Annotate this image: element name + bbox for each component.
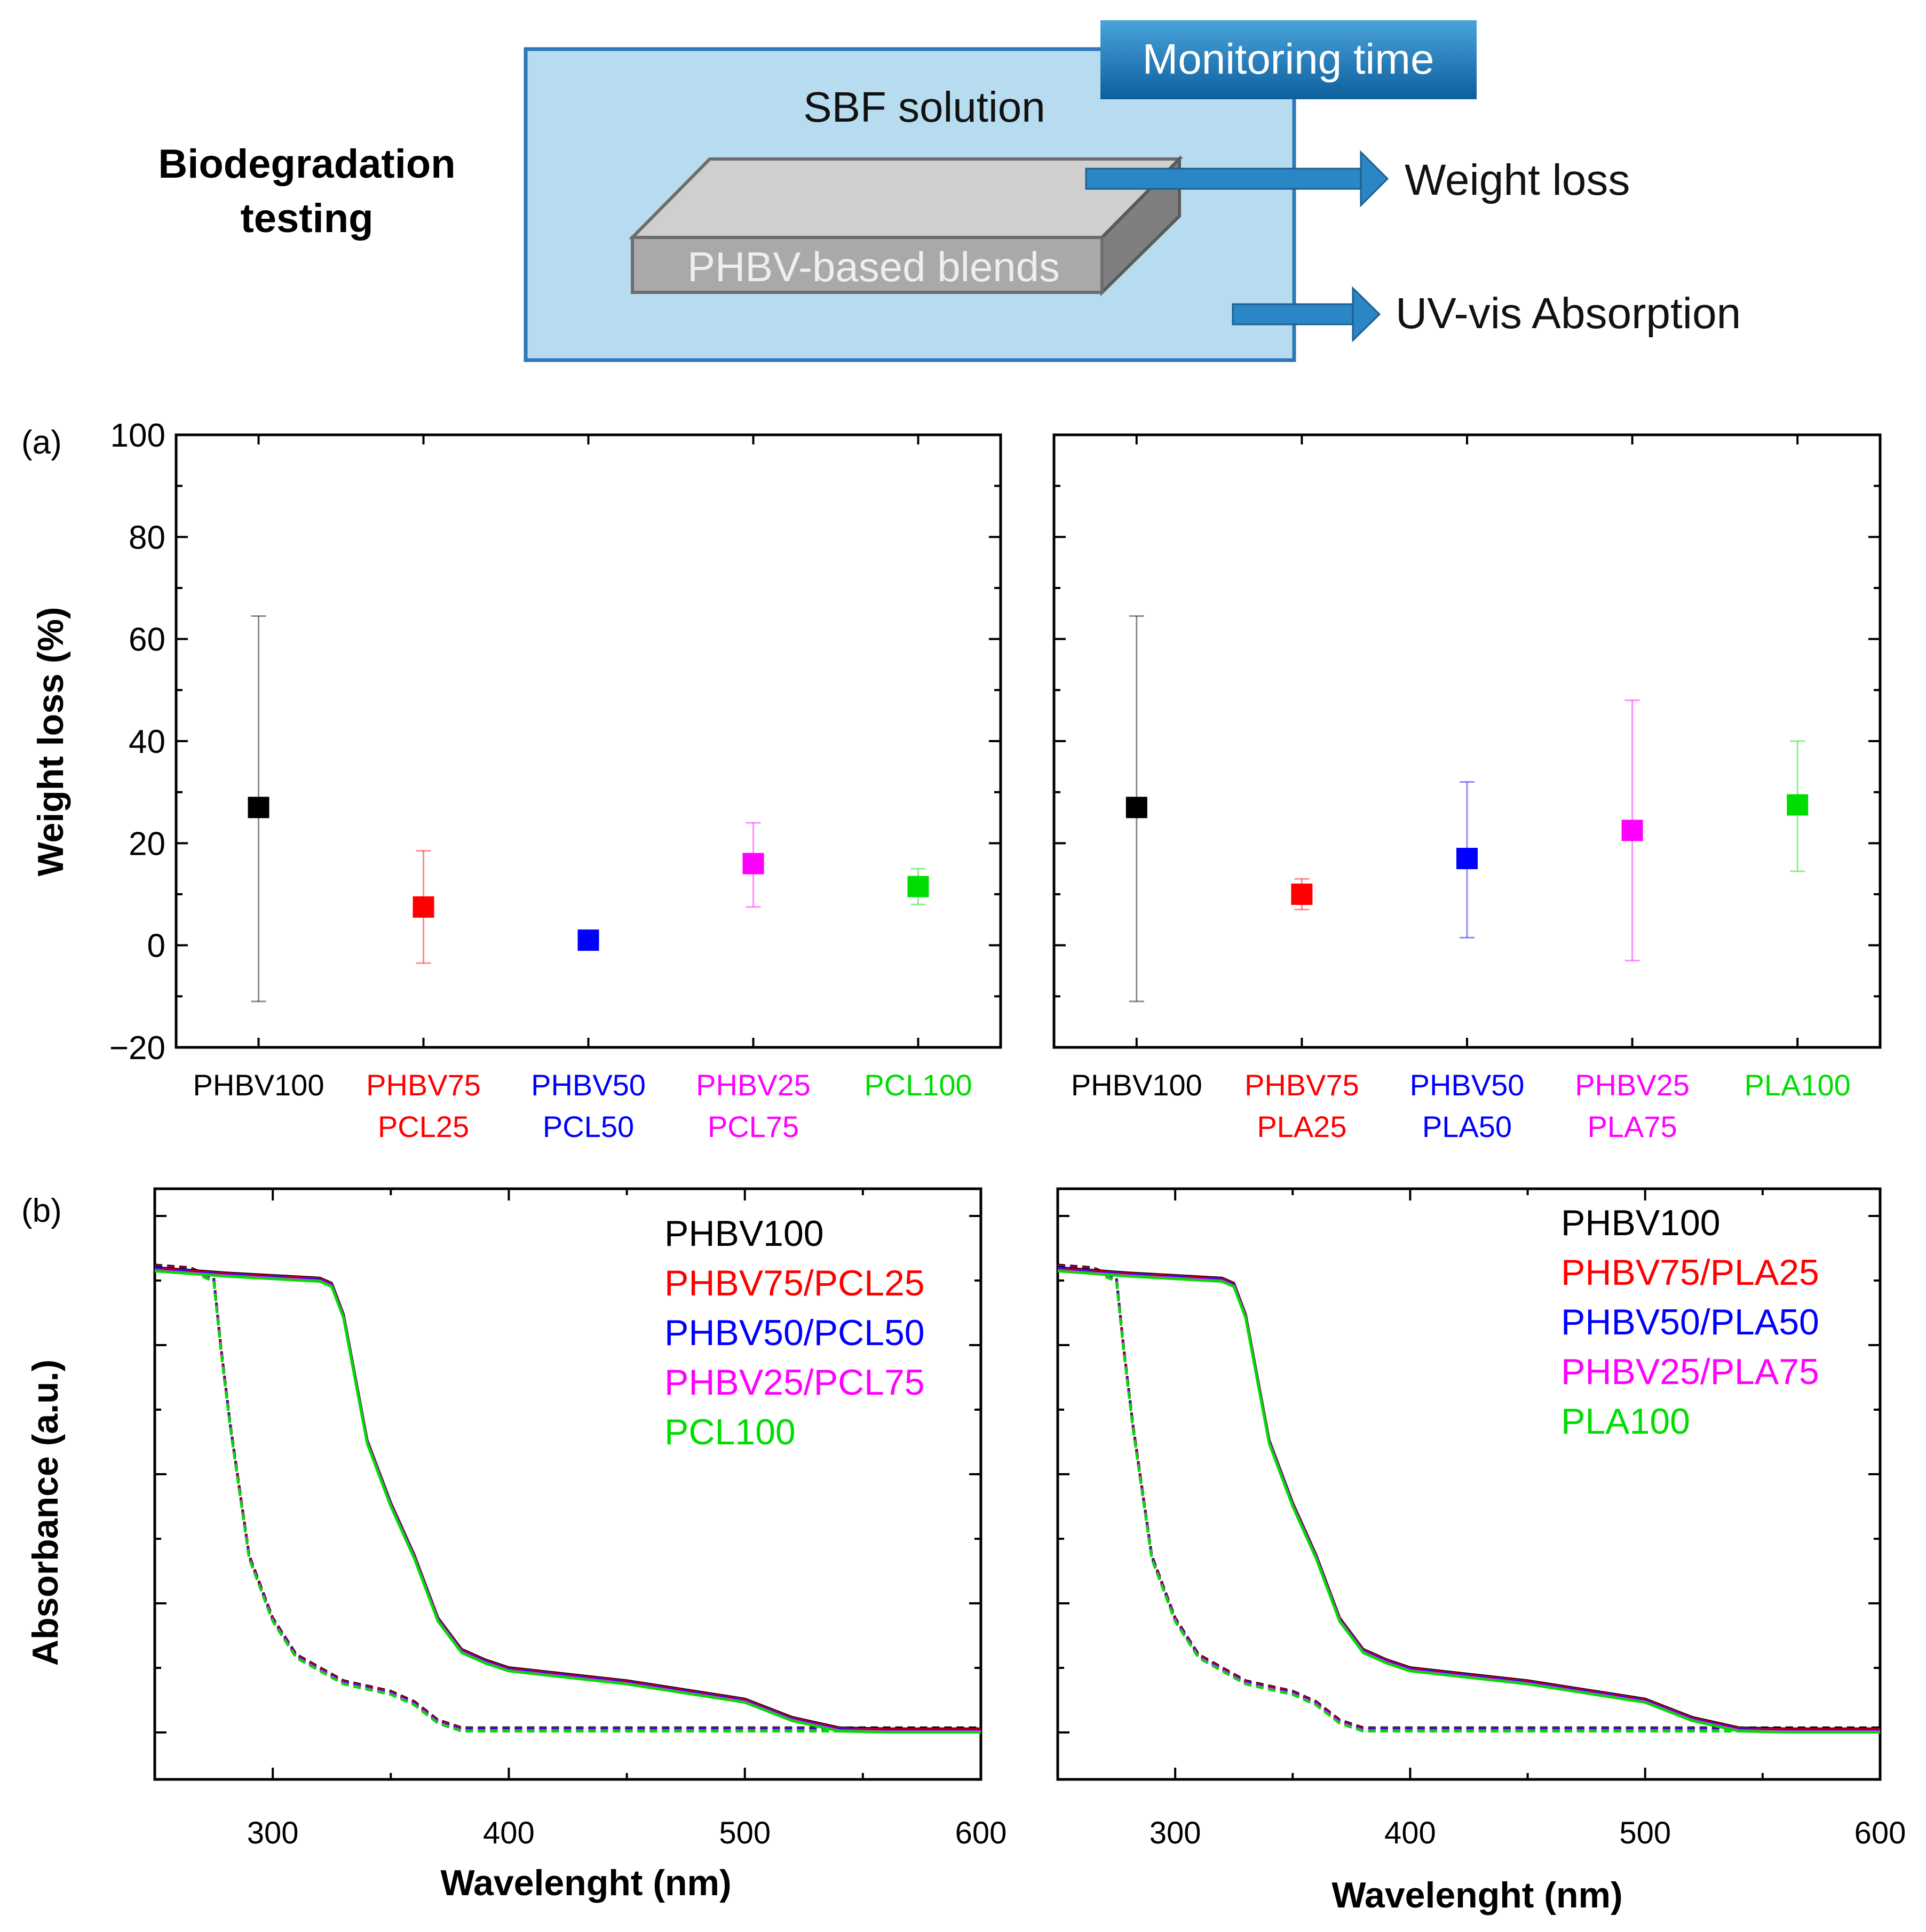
uv-vis-arrow xyxy=(1232,286,1381,343)
data-point xyxy=(1126,797,1147,818)
x-category-label: PLA100 xyxy=(1745,1068,1851,1102)
x-category-label: PHBV100 xyxy=(1071,1068,1202,1102)
data-point xyxy=(1787,794,1809,816)
x-category-label: PCL100 xyxy=(864,1068,972,1102)
legend-entry: PHBV25/PCL75 xyxy=(664,1362,925,1403)
sample-label: PHBV-based blends xyxy=(687,243,1060,290)
monitoring-time-banner xyxy=(1100,20,1477,99)
panel-a-tag: (a) xyxy=(21,424,62,461)
data-point xyxy=(248,797,270,818)
x-tick-label: 300 xyxy=(247,1816,299,1850)
data-point xyxy=(413,896,434,918)
data-point xyxy=(1621,820,1643,841)
y-tick-label: 0 xyxy=(147,928,165,965)
y-tick-label: 100 xyxy=(110,417,165,454)
x-category-label: PHBV75 xyxy=(366,1068,481,1102)
x-tick-label: 400 xyxy=(1384,1816,1436,1850)
y-tick-label: 20 xyxy=(129,825,165,862)
x-tick-label: 600 xyxy=(1854,1816,1906,1850)
x-tick-label: 400 xyxy=(483,1816,535,1850)
weight-loss-label: Weight loss xyxy=(1405,156,1630,204)
data-point xyxy=(1291,884,1313,905)
weight-loss-chart-left: −20 0 20 40 60 80 100 PHBV100 PHBV75 PCL25 PHBV50… xyxy=(109,417,1002,1143)
data-point xyxy=(742,853,764,874)
schematic: Biodegradation testing SBF solution Moni… xyxy=(158,20,1741,362)
sbf-solution-label: SBF solution xyxy=(803,83,1045,131)
schematic-heading-line2: testing xyxy=(240,196,373,241)
x-axis-title: Wavelenght (nm) xyxy=(440,1863,731,1903)
series-line xyxy=(154,1269,981,1734)
legend-entry: PCL100 xyxy=(664,1412,796,1452)
x-tick-label: 500 xyxy=(1619,1816,1671,1850)
series-line-dashed xyxy=(154,1267,981,1733)
absorbance-chart-left: 300 400 500 600 PHBV100 PHBV75/PCL25 PHBV50/P… xyxy=(153,1187,1007,1903)
legend-entry: PHBV100 xyxy=(1561,1203,1721,1243)
y-tick-label: 40 xyxy=(129,723,165,760)
monitoring-time-label: Monitoring time xyxy=(1143,35,1434,83)
x-category-label: PCL75 xyxy=(708,1110,799,1143)
panel-b-ylabel: Absorbance (a.u.) xyxy=(25,1359,66,1666)
x-category-label: PLA75 xyxy=(1588,1110,1677,1143)
panel-a-ylabel: Weight loss (%) xyxy=(30,607,71,877)
x-category-label: PLA25 xyxy=(1257,1110,1346,1143)
legend-entry: PHBV25/PLA75 xyxy=(1561,1351,1819,1392)
data-point xyxy=(1456,848,1478,870)
legend-entry: PHBV50/PLA50 xyxy=(1561,1302,1819,1342)
x-category-label: PHBV50 xyxy=(1410,1068,1525,1102)
x-tick-label: 300 xyxy=(1150,1816,1201,1850)
absorbance-chart-right: 300 400 500 600 PHBV100 PHBV75/PLA25 PHBV50/P… xyxy=(1056,1187,1906,1915)
legend-entry: PHBV75/PCL25 xyxy=(664,1263,925,1303)
x-category-label: PHBV75 xyxy=(1245,1068,1359,1102)
x-axis-title: Wavelenght (nm) xyxy=(1331,1875,1622,1915)
legend-entry: PHBV50/PCL50 xyxy=(664,1313,925,1353)
uv-vis-label: UV-vis Absorption xyxy=(1396,289,1741,338)
weight-loss-arrow xyxy=(1085,150,1389,208)
data-point xyxy=(907,876,929,897)
sample-slab-front xyxy=(631,236,1104,294)
legend-entry: PHBV100 xyxy=(664,1213,824,1254)
x-tick-label: 600 xyxy=(955,1816,1007,1850)
x-category-label: PLA50 xyxy=(1422,1110,1512,1143)
plot-frame xyxy=(175,433,1002,1049)
y-tick-label: −20 xyxy=(109,1030,165,1067)
data-point xyxy=(577,929,599,951)
x-category-label: PCL25 xyxy=(378,1110,469,1143)
y-tick-label: 80 xyxy=(129,519,165,556)
y-tick-label: 60 xyxy=(129,622,165,658)
series-line-dashed xyxy=(1057,1267,1880,1733)
x-category-label: PHBV25 xyxy=(1575,1068,1690,1102)
plot-frame xyxy=(153,1187,982,1781)
x-category-label: PHBV25 xyxy=(696,1068,811,1102)
legend-entry: PLA100 xyxy=(1561,1401,1690,1442)
schematic-heading-line1: Biodegradation xyxy=(158,141,455,187)
x-tick-label: 500 xyxy=(719,1816,771,1850)
series-line xyxy=(1057,1269,1880,1734)
x-category-label: PCL50 xyxy=(543,1110,634,1143)
plot-frame xyxy=(1052,433,1882,1049)
panel-b-tag: (b) xyxy=(21,1192,62,1229)
weight-loss-chart-right: PHBV100 PHBV75 PLA25 PHBV50 PLA50 PHBV25 PLA75… xyxy=(1052,433,1882,1143)
plot-frame xyxy=(1056,1187,1882,1781)
x-category-label: PHBV100 xyxy=(193,1068,324,1102)
legend-entry: PHBV75/PLA25 xyxy=(1561,1252,1819,1293)
x-category-label: PHBV50 xyxy=(531,1068,646,1102)
